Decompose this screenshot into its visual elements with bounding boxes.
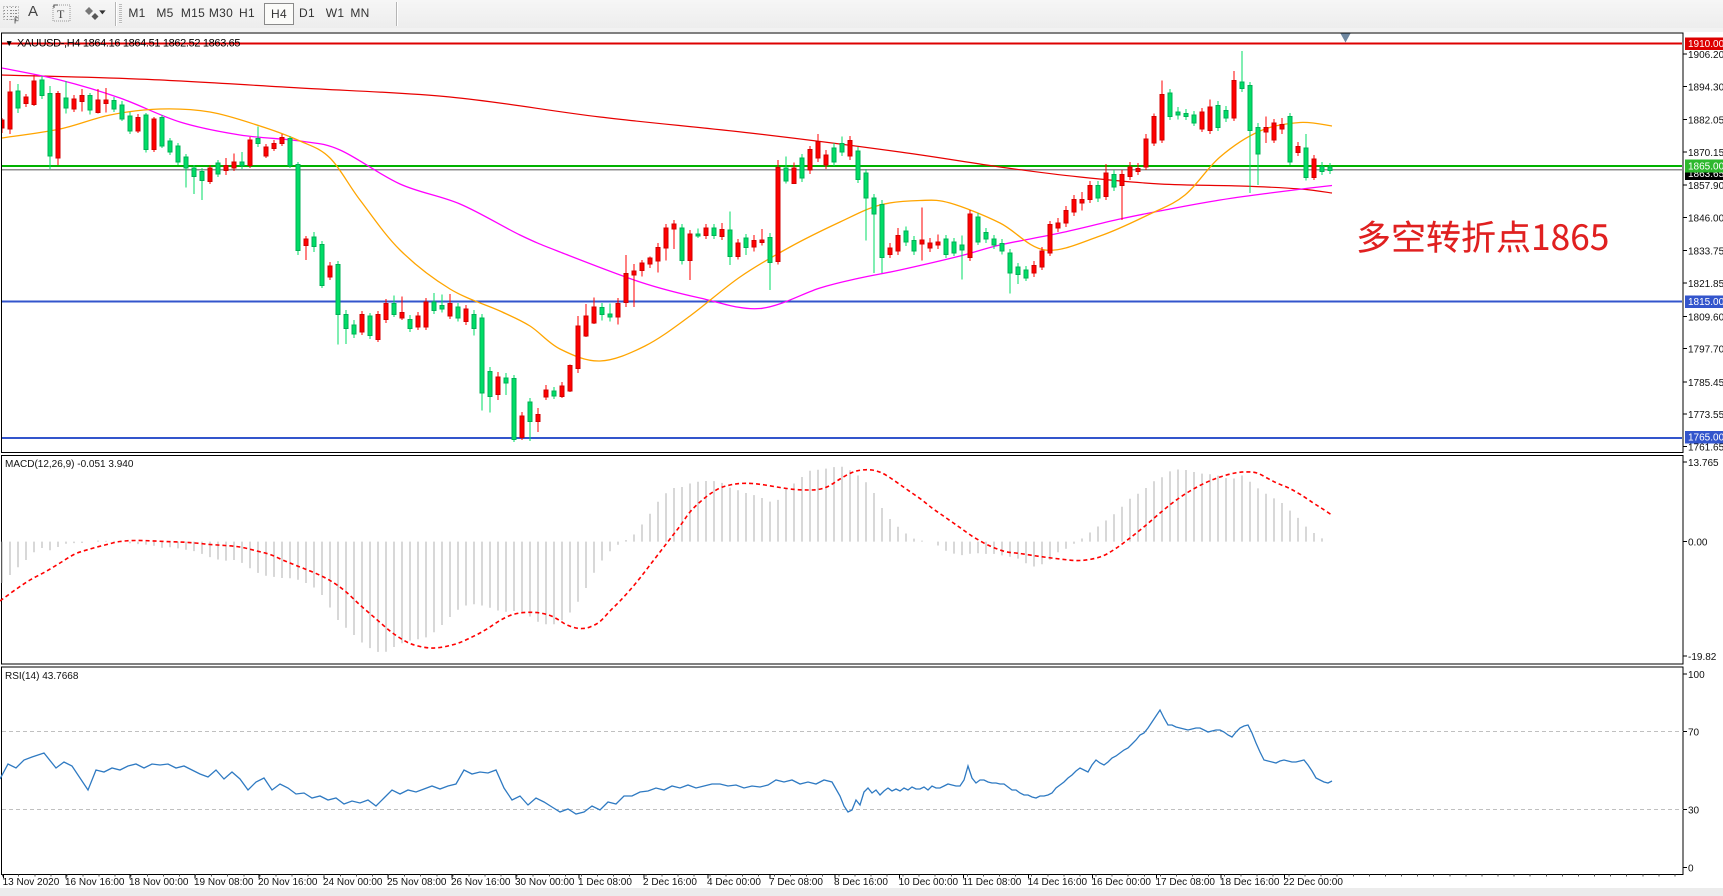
svg-text:16 Dec 00:00: 16 Dec 00:00: [1092, 877, 1152, 888]
svg-text:F: F: [14, 17, 19, 25]
svg-text:70: 70: [1688, 728, 1700, 739]
svg-text:1773.55: 1773.55: [1688, 410, 1723, 421]
svg-text:1870.15: 1870.15: [1688, 148, 1723, 159]
svg-text:26 Nov 16:00: 26 Nov 16:00: [451, 877, 511, 888]
svg-text:30: 30: [1688, 806, 1700, 817]
svg-text:11 Dec 08:00: 11 Dec 08:00: [963, 877, 1022, 888]
svg-text:14 Dec 16:00: 14 Dec 16:00: [1028, 877, 1088, 888]
svg-text:1785.45: 1785.45: [1688, 378, 1723, 389]
svg-text:▼: ▼: [5, 38, 13, 48]
svg-text:16 Nov 16:00: 16 Nov 16:00: [65, 877, 125, 888]
svg-text:25 Nov 08:00: 25 Nov 08:00: [387, 877, 447, 888]
svg-text:20 Nov 16:00: 20 Nov 16:00: [258, 877, 318, 888]
svg-text:1906.20: 1906.20: [1688, 50, 1723, 61]
svg-text:RSI(14) 43.7668: RSI(14) 43.7668: [5, 671, 79, 682]
svg-text:0: 0: [1688, 864, 1694, 875]
svg-text:0.00: 0.00: [1688, 538, 1708, 549]
svg-text:1815.00: 1815.00: [1688, 297, 1723, 308]
svg-text:2 Dec 16:00: 2 Dec 16:00: [643, 877, 697, 888]
svg-text:1797.70: 1797.70: [1688, 345, 1723, 356]
svg-text:30 Nov 00:00: 30 Nov 00:00: [515, 877, 575, 888]
svg-text:1882.05: 1882.05: [1688, 116, 1723, 127]
svg-text:1894.30: 1894.30: [1688, 82, 1723, 93]
svg-text:17 Dec 08:00: 17 Dec 08:00: [1156, 877, 1216, 888]
svg-text:T: T: [57, 7, 65, 21]
svg-text:24 Nov 00:00: 24 Nov 00:00: [323, 877, 383, 888]
svg-text:1761.65: 1761.65: [1688, 443, 1723, 454]
svg-text:7 Dec 08:00: 7 Dec 08:00: [769, 877, 823, 888]
svg-text:1863.65: 1863.65: [1688, 169, 1723, 180]
svg-text:4 Dec 00:00: 4 Dec 00:00: [707, 877, 761, 888]
svg-text:10 Dec 00:00: 10 Dec 00:00: [899, 877, 959, 888]
svg-text:MACD(12,26,9) -0.051 3.940: MACD(12,26,9) -0.051 3.940: [5, 459, 134, 470]
svg-text:1821.85: 1821.85: [1688, 279, 1723, 290]
svg-text:-19.82: -19.82: [1688, 652, 1717, 663]
svg-text:XAUUSD-,H4 1864.16 1864.51 18: XAUUSD-,H4 1864.16 1864.51 1862.52 1863.…: [17, 38, 240, 50]
svg-text:1 Dec 08:00: 1 Dec 08:00: [578, 877, 632, 888]
svg-text:1846.00: 1846.00: [1688, 214, 1723, 225]
svg-text:1765.00: 1765.00: [1688, 433, 1723, 444]
svg-text:18 Nov 00:00: 18 Nov 00:00: [129, 877, 189, 888]
svg-text:1809.60: 1809.60: [1688, 312, 1723, 323]
svg-text:18 Dec 16:00: 18 Dec 16:00: [1220, 877, 1280, 888]
svg-text:22 Dec 00:00: 22 Dec 00:00: [1283, 877, 1343, 888]
svg-text:1910.00: 1910.00: [1688, 39, 1723, 50]
svg-text:1865.00: 1865.00: [1688, 161, 1723, 172]
svg-text:19 Nov 08:00: 19 Nov 08:00: [194, 877, 254, 888]
svg-text:8 Dec 16:00: 8 Dec 16:00: [834, 877, 888, 888]
svg-text:13.765: 13.765: [1688, 458, 1719, 469]
svg-text:1833.75: 1833.75: [1688, 247, 1723, 258]
svg-text:100: 100: [1688, 670, 1705, 681]
svg-text:13 Nov 2020: 13 Nov 2020: [3, 877, 60, 888]
svg-text:1857.90: 1857.90: [1688, 181, 1723, 192]
